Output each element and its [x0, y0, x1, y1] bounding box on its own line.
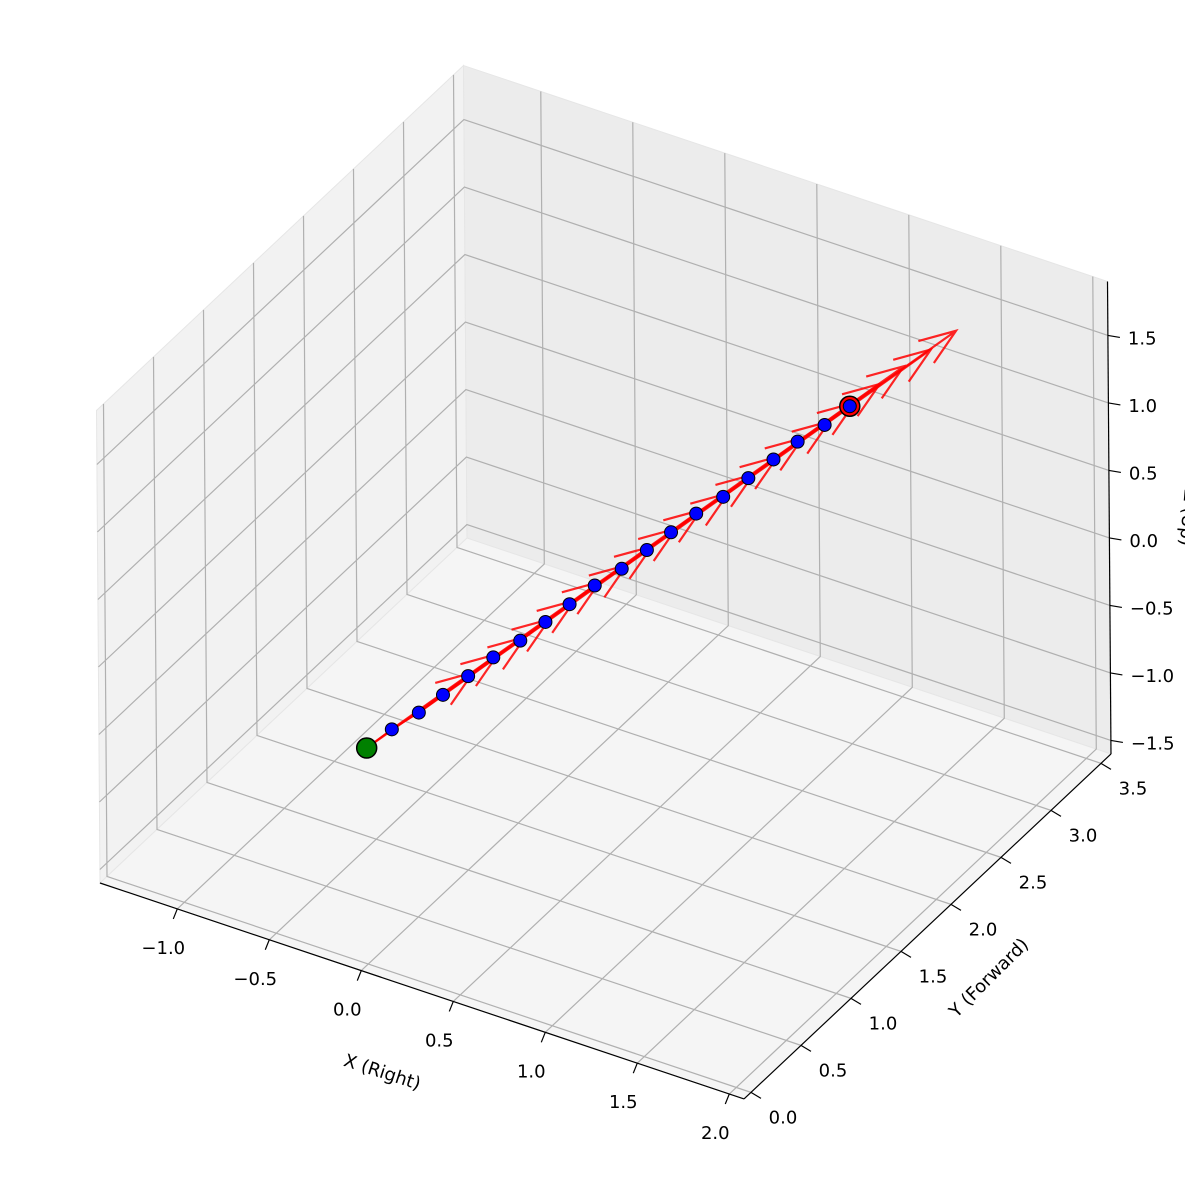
- x-tick: [172, 908, 178, 920]
- point: [513, 633, 528, 648]
- z-tick: [1108, 402, 1121, 406]
- x-tick-label: −1.0: [141, 938, 185, 959]
- y-axis-line: [743, 753, 1112, 1100]
- grid-line: [360, 153, 729, 972]
- grid-line: [97, 321, 1110, 668]
- start-point: [355, 737, 378, 759]
- y-axis-label: Y (Forward): [945, 934, 1033, 1022]
- marks: [355, 328, 959, 759]
- grid-line: [102, 403, 752, 1093]
- grid-line: [202, 309, 852, 999]
- point: [817, 417, 832, 432]
- grid-line: [96, 118, 1109, 465]
- z-tick: [1107, 334, 1120, 339]
- point: [614, 561, 629, 576]
- z-tick-label: 0.5: [1129, 463, 1158, 484]
- z-axis-line: [1106, 281, 1112, 754]
- point: [587, 578, 602, 593]
- z-tick: [1108, 469, 1121, 474]
- x-tick: [632, 1062, 638, 1074]
- grid-line: [728, 276, 1097, 1095]
- x-tick-label: 2.0: [701, 1123, 730, 1144]
- grid-line: [452, 74, 1102, 764]
- grid-line: [402, 121, 1052, 811]
- y-tick: [750, 1091, 762, 1099]
- y-tick: [950, 903, 962, 911]
- x-tick: [540, 1032, 546, 1043]
- grid-line: [176, 91, 545, 910]
- y-tick-label: 1.0: [869, 1013, 898, 1034]
- x-tick-label: 0.0: [333, 1000, 362, 1021]
- grid-line: [636, 245, 1005, 1064]
- z-tick: [1109, 537, 1122, 541]
- z-tick-label: 1.0: [1128, 396, 1157, 417]
- point: [384, 722, 399, 737]
- point: [790, 434, 805, 449]
- y-tick: [1100, 762, 1112, 770]
- y-tick-label: 1.5: [919, 966, 948, 987]
- grid-line: [97, 253, 1110, 600]
- x-tick-label: 1.5: [609, 1092, 638, 1113]
- y-tick-label: 3.5: [1119, 778, 1148, 799]
- y-tick-label: 2.0: [969, 919, 998, 940]
- point: [411, 705, 426, 720]
- point: [741, 471, 756, 486]
- z-tick: [1110, 739, 1123, 744]
- point: [486, 650, 501, 665]
- x-tick-label: −0.5: [233, 969, 277, 990]
- x-tick: [264, 939, 270, 950]
- grid-line: [152, 356, 802, 1046]
- point: [689, 506, 704, 521]
- point: [842, 399, 857, 414]
- y-tick: [1050, 809, 1062, 817]
- grid-line: [252, 262, 902, 952]
- z-tick: [1110, 672, 1123, 676]
- point: [766, 452, 781, 467]
- x-axis-label: X (Right): [341, 1050, 423, 1095]
- z-tick-label: −1.5: [1131, 733, 1175, 754]
- point: [664, 525, 679, 540]
- y-tick: [1000, 856, 1012, 864]
- x-tick: [724, 1093, 730, 1105]
- point: [562, 597, 577, 612]
- point: [538, 614, 553, 629]
- grid-line: [96, 186, 1109, 533]
- z-tick-label: 1.5: [1128, 328, 1157, 349]
- y-tick: [800, 1044, 812, 1052]
- point: [716, 489, 731, 504]
- x-tick-label: 0.5: [425, 1030, 454, 1051]
- x-tick-label: 1.0: [517, 1061, 546, 1082]
- grid: [96, 74, 1112, 1095]
- z-tick-label: 0.0: [1129, 531, 1158, 552]
- y-tick-label: 0.0: [769, 1107, 798, 1128]
- grid-line: [268, 122, 637, 941]
- z-tick-label: −0.5: [1130, 598, 1174, 619]
- grid-line: [99, 523, 1112, 870]
- y-tick-label: 0.5: [819, 1060, 848, 1081]
- y-tick-label: 2.5: [1019, 872, 1048, 893]
- x-axis-line: [99, 882, 745, 1100]
- grid-line: [98, 456, 1111, 803]
- grid-line: [544, 214, 913, 1033]
- point: [639, 543, 654, 558]
- z-tick: [1109, 604, 1122, 609]
- z-tick-label: −1.0: [1130, 666, 1174, 687]
- grid-line: [352, 168, 1002, 858]
- grid-line: [98, 388, 1111, 735]
- x-tick: [356, 970, 362, 981]
- point: [435, 687, 450, 702]
- y-tick-label: 3.0: [1069, 825, 1098, 846]
- point: [461, 669, 476, 684]
- arrow: [849, 328, 959, 408]
- y-tick: [900, 950, 912, 958]
- x-tick: [448, 1001, 454, 1012]
- grid-line: [452, 183, 821, 1002]
- grid-line: [302, 215, 952, 905]
- z-axis-label: Z (Up): [1175, 489, 1185, 547]
- y-tick: [850, 997, 862, 1005]
